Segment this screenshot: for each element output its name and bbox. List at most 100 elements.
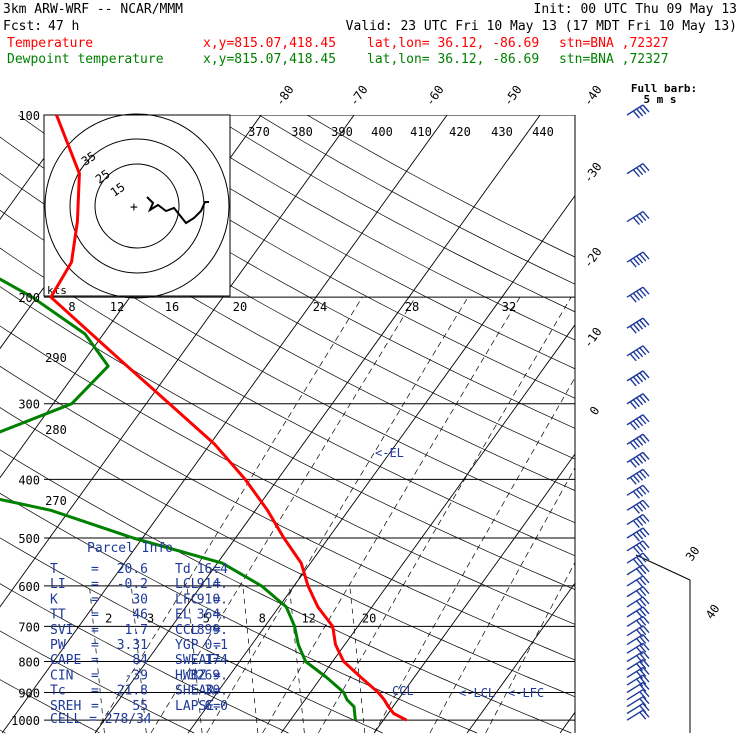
wind-barb-flag — [632, 169, 640, 178]
theta-label: 430 — [491, 125, 513, 139]
parcel-info-cell: = — [213, 638, 221, 653]
wind-barb-flag — [642, 484, 650, 493]
wind-barb — [626, 615, 650, 628]
wind-barb-flag — [639, 608, 647, 617]
wind-barb-flag — [639, 588, 647, 597]
parcel-info-box: Parcel Info T = 20.6 Td =16.4LI = -0.2 LCL =914.… — [50, 541, 228, 727]
dry-adiabat — [0, 365, 575, 661]
parcel-info-cell: = — [213, 608, 221, 623]
wind-barb-flag — [632, 558, 640, 567]
wind-barb-flag — [636, 321, 644, 330]
wind-barb-flag — [639, 213, 647, 222]
isotherm — [466, 582, 575, 734]
speed-axis-label: 8 — [68, 300, 75, 314]
dry-adiabat — [0, 679, 100, 734]
wind-barb — [626, 586, 650, 599]
dry-adiabat — [0, 537, 383, 734]
parcel-info-cell: Td — [175, 562, 191, 577]
parcel-info-cell: 174 — [205, 653, 229, 668]
parcel-info-cell: = — [213, 699, 221, 714]
wind-barb-flag — [639, 486, 647, 495]
parcel-info-cell: LFC — [175, 592, 198, 607]
wind-barb-flag — [629, 353, 637, 362]
wind-barb-flag — [632, 292, 640, 301]
wind-barb-flag — [642, 514, 650, 522]
wind-barb — [626, 393, 650, 410]
wind-barb-flag — [636, 579, 644, 588]
moist-adiabat — [429, 466, 575, 734]
dewpoint-legend-latlon: lat,lon= 36.12, -86.69 — [367, 52, 539, 67]
wind-barb-flag — [639, 288, 647, 297]
parcel-cell: CELL = 278/34 — [50, 712, 152, 727]
wind-barb-flag — [629, 325, 637, 334]
pressure-tick-label: 700 — [18, 620, 40, 634]
wind-barb-flag — [639, 542, 647, 551]
mixing-ratio-line — [130, 585, 147, 734]
wind-barb-flag — [639, 577, 647, 586]
dry-adiabat — [18, 115, 575, 429]
wind-barb — [626, 633, 650, 647]
dry-adiabat — [0, 325, 575, 625]
parcel-info-cell: = — [213, 668, 221, 683]
wind-barb-flag — [642, 370, 650, 379]
dry-adiabat — [258, 115, 575, 285]
mixing-ratio-label: 20 — [362, 611, 376, 625]
wind-barb-flag — [642, 211, 650, 220]
isotherm-label: 0 — [587, 404, 603, 418]
parcel-info-cell: 16.4 — [197, 562, 228, 577]
wind-barb-flag — [636, 167, 644, 176]
wind-barb-flag — [636, 671, 644, 679]
fcst-label: Fcst: — [3, 19, 42, 34]
wind-barb-flag — [642, 393, 650, 402]
pressure-tick-label: 100 — [18, 109, 40, 123]
parcel-info-cell: -39 — [125, 668, 148, 683]
wind-barb-flag — [632, 110, 640, 119]
valid-time: Valid: 23 UTC Fri 10 May 13 (17 MDT Fri … — [346, 19, 737, 34]
wind-barb-flag — [632, 474, 640, 483]
wind-barb-flag — [639, 617, 647, 626]
wind-barb-flag — [639, 566, 647, 575]
temperature-legend-latlon: lat,lon= 36.12, -86.69 — [367, 36, 539, 51]
wind-barb-flag — [642, 596, 650, 605]
wind-barb-flag — [636, 556, 644, 565]
parcel-info-cell: 3.31 — [117, 638, 148, 653]
parcel-info-cell: 910. — [197, 592, 228, 607]
wind-barb-flag — [636, 638, 644, 647]
wind-barb — [626, 484, 650, 499]
wind-barb-flag — [636, 108, 644, 117]
mixing-ratio-line — [186, 585, 203, 734]
wind-barb — [626, 642, 650, 655]
speed-axis-label: 20 — [233, 300, 247, 314]
dry-adiabat — [0, 209, 575, 524]
wind-barb — [626, 540, 650, 555]
parcel-info-cell: 20.6 — [117, 562, 148, 577]
dry-adiabat — [0, 247, 575, 557]
wind-barb — [626, 659, 650, 672]
isotherm — [94, 115, 541, 734]
wind-barb-column — [626, 104, 691, 733]
wind-barb-flag — [636, 397, 644, 406]
wind-barb-flag — [632, 546, 640, 555]
fcst-value: 47 h — [48, 19, 79, 34]
isotherm-label: 40 — [703, 602, 723, 622]
theta-label: 290 — [45, 351, 67, 365]
hodograph-ring — [44, 113, 230, 299]
parcel-info-cell: 0.1 — [205, 638, 228, 653]
parcel-info-cell: = — [213, 592, 221, 607]
wind-barb-flag — [636, 518, 644, 526]
el-marker: <-EL — [375, 446, 404, 460]
theta-label: 400 — [371, 125, 393, 139]
isotherm — [559, 711, 575, 734]
isotherm — [0, 115, 76, 221]
init-time: Init: 00 UTC Thu 09 May 13 — [534, 2, 738, 17]
isotherm — [653, 115, 740, 733]
moist-adiabat — [150, 297, 416, 734]
wind-barb-flag — [632, 457, 640, 466]
parcel-info-cell: = — [213, 623, 221, 638]
wind-barb-flag — [639, 165, 647, 174]
wind-barb-flag — [629, 378, 637, 387]
wind-barb — [626, 499, 650, 514]
hodograph-ring-label: 25 — [93, 167, 113, 187]
dry-adiabat — [66, 115, 575, 399]
